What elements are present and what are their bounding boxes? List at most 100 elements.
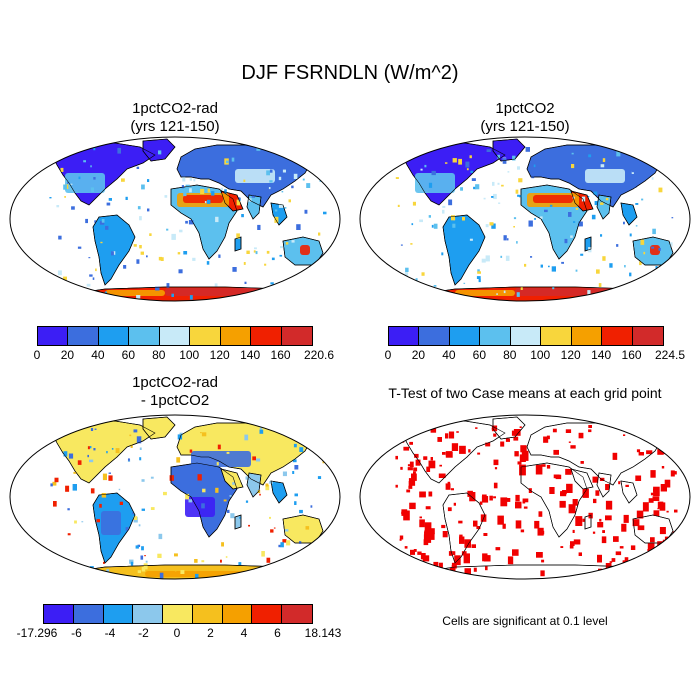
field-cell xyxy=(52,481,57,486)
significant-cell xyxy=(500,497,508,507)
coastline-southAmerica xyxy=(442,214,486,286)
field-patch xyxy=(191,451,251,467)
field-cell xyxy=(174,569,177,572)
field-cell xyxy=(140,555,144,560)
field-cell xyxy=(602,158,606,162)
field-cell xyxy=(129,434,132,437)
significant-cell xyxy=(537,527,544,536)
field-cell xyxy=(492,181,495,186)
colorbar-1-tick-label: 120 xyxy=(209,348,230,362)
field-cell xyxy=(259,429,264,434)
significant-cell xyxy=(489,495,493,501)
field-cell xyxy=(478,278,481,283)
significant-cell xyxy=(569,545,574,549)
significant-cell xyxy=(513,436,519,441)
significant-cell xyxy=(625,484,629,487)
field-cell xyxy=(269,180,273,183)
continent-madagascar xyxy=(234,236,242,252)
significant-cell xyxy=(588,429,592,433)
map-border xyxy=(359,136,691,302)
field-cell xyxy=(265,483,269,487)
colorbar-1-swatch xyxy=(68,327,99,345)
significant-cell xyxy=(495,547,501,551)
colorbar-3 xyxy=(43,604,313,624)
field-cell xyxy=(502,158,507,164)
field-cell xyxy=(220,559,222,563)
significant-cell xyxy=(540,570,545,577)
significant-cell xyxy=(653,488,657,492)
colorbar-2-swatch xyxy=(449,327,481,345)
field-cell xyxy=(658,187,663,193)
field-cell xyxy=(534,218,536,220)
field-cell xyxy=(323,211,327,215)
field-cell xyxy=(244,434,249,441)
field-cell xyxy=(616,244,619,247)
significant-cell xyxy=(442,452,446,455)
field-cell xyxy=(185,493,189,500)
colorbar-2-tick-label: 120 xyxy=(560,348,581,362)
field-cell xyxy=(246,250,250,254)
field-cell xyxy=(640,175,644,181)
field-cell xyxy=(143,563,148,570)
field-cell xyxy=(441,252,444,256)
significant-cell xyxy=(445,483,451,490)
field-cell xyxy=(137,570,141,574)
significant-cell xyxy=(507,556,514,565)
field-cell xyxy=(433,223,438,229)
field-cell xyxy=(496,293,498,295)
field-cell xyxy=(664,270,668,274)
field-cell xyxy=(568,212,572,217)
coastline-northAmerica xyxy=(402,142,506,206)
field-cell xyxy=(431,224,434,228)
significant-cell xyxy=(497,515,504,525)
coastline-arabia xyxy=(220,190,244,212)
field-cell xyxy=(304,209,308,214)
field-cell xyxy=(155,286,160,291)
field-patch xyxy=(515,288,635,296)
colorbar-3-tick-label: -4 xyxy=(104,626,116,640)
significant-cell xyxy=(674,538,677,543)
field-cell xyxy=(280,542,284,548)
field-cell xyxy=(670,242,673,247)
field-cell xyxy=(428,215,431,218)
field-cell xyxy=(282,169,286,173)
field-cell xyxy=(624,265,626,268)
significant-cell xyxy=(546,465,551,469)
field-patch xyxy=(585,169,625,183)
field-cell xyxy=(140,251,144,255)
field-cell xyxy=(115,448,120,454)
significant-cell xyxy=(458,574,464,579)
field-cell xyxy=(666,155,670,160)
field-cell xyxy=(133,516,138,520)
field-cell xyxy=(397,204,400,207)
significant-cell xyxy=(632,519,640,527)
colorbar-2-swatch xyxy=(510,327,542,345)
field-cell xyxy=(265,485,270,491)
significant-cell xyxy=(485,566,488,571)
significant-cell xyxy=(582,518,585,522)
significant-cell xyxy=(419,519,425,528)
significant-cell xyxy=(661,466,665,469)
significant-cell xyxy=(408,485,413,489)
significant-cell xyxy=(572,499,578,506)
field-cell xyxy=(94,220,97,223)
field-cell xyxy=(419,219,423,223)
field-cell xyxy=(171,293,174,297)
significant-cell xyxy=(623,434,626,436)
significant-cell xyxy=(428,460,436,469)
field-cell xyxy=(201,503,205,509)
field-cell xyxy=(99,221,105,225)
field-cell xyxy=(561,261,564,264)
significant-cell xyxy=(662,547,670,557)
significant-cell xyxy=(648,498,654,503)
field-cell xyxy=(90,165,92,168)
field-cell xyxy=(528,220,533,227)
coastline-madagascar xyxy=(234,514,242,530)
significant-cell xyxy=(451,443,459,451)
field-cell xyxy=(111,251,114,256)
field-cell xyxy=(587,196,590,198)
coastline-madagascar xyxy=(234,236,242,252)
field-cell xyxy=(452,158,457,163)
significant-cell xyxy=(605,563,612,569)
significant-cell xyxy=(595,490,600,496)
